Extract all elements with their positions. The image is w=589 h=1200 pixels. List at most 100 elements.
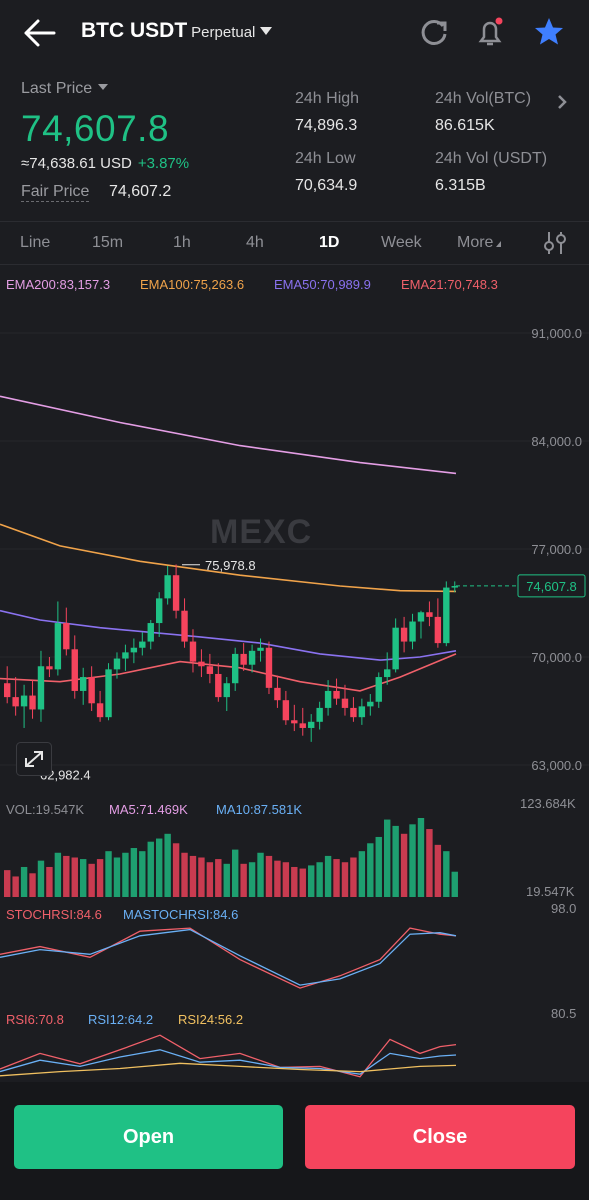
- price-chart[interactable]: 91,000.0 84,000.0 77,000.0 70,000.0 63,000.0…: [0, 265, 589, 1082]
- candle-body: [122, 652, 129, 659]
- price-markers: 75,978.8 62,982.4 74,607.8: [40, 558, 586, 782]
- tab-more[interactable]: More: [457, 234, 502, 252]
- rsi12-line: [0, 1049, 457, 1075]
- star-icon[interactable]: [532, 15, 566, 49]
- tab-1h[interactable]: 1h: [173, 234, 191, 251]
- volume-bar: [105, 851, 112, 897]
- rsi24-legend: RSI24:56.2: [178, 1012, 244, 1027]
- bell-icon[interactable]: [473, 15, 507, 49]
- volume-legend: VOL:19.547K: [6, 802, 85, 817]
- open-button[interactable]: Open: [14, 1105, 283, 1169]
- volume-bar: [63, 855, 70, 897]
- watermark-logo: MEXC: [210, 513, 313, 551]
- candle-body: [172, 575, 180, 611]
- candle-body: [12, 697, 19, 707]
- candle-body: [409, 621, 416, 642]
- candle-body: [417, 612, 425, 622]
- close-button[interactable]: Close: [305, 1105, 575, 1169]
- tab-week[interactable]: Week: [381, 234, 422, 251]
- candle-body: [308, 721, 315, 728]
- candle-body: [20, 695, 28, 707]
- volume-bar: [29, 873, 36, 897]
- tab-1d[interactable]: 1D: [319, 234, 340, 251]
- volume-bar: [198, 857, 205, 897]
- volume-bar: [130, 848, 138, 897]
- high-value: 74,896.3: [295, 117, 358, 134]
- ema100-legend: EMA100:75,263.6: [140, 277, 245, 292]
- candle-body: [147, 623, 154, 642]
- ema21-legend: EMA21:70,748.3: [401, 277, 498, 292]
- candle-body: [71, 649, 78, 691]
- tab-line[interactable]: Line: [20, 234, 51, 251]
- volume-bar: [206, 862, 214, 897]
- y-tick-label: 84,000.0: [531, 434, 582, 449]
- fair-price-label[interactable]: Fair Price: [21, 183, 90, 202]
- chevron-right-icon[interactable]: [553, 93, 571, 111]
- volume-bar: [426, 829, 433, 897]
- ema100-line: [0, 523, 457, 593]
- vol-btc-label: 24h Vol(BTC): [435, 90, 532, 107]
- candle-body: [88, 677, 95, 704]
- candle-body: [265, 647, 273, 688]
- volume-bar: [392, 825, 399, 897]
- vol-usdt-label: 24h Vol (USDT): [435, 150, 548, 167]
- volume-min-label: 19.547K: [526, 884, 575, 899]
- volume-bar: [409, 824, 416, 897]
- volume-bar: [80, 859, 87, 897]
- vol-usdt-value: 6.315B: [435, 177, 486, 194]
- stochrsi-max-label: 98.0: [551, 901, 577, 916]
- candle-body: [350, 707, 357, 718]
- candle-body: [451, 586, 458, 588]
- mastochrsi-legend: MASTOCHRSI:84.6: [123, 907, 239, 922]
- y-tick-label: 70,000.0: [531, 650, 582, 665]
- volume-bar: [367, 843, 374, 897]
- volume-bar: [308, 865, 315, 897]
- candle-body: [198, 661, 205, 667]
- current-price-tag: [517, 574, 586, 598]
- volume-bar: [20, 866, 28, 897]
- rsi24-line: [0, 1062, 457, 1077]
- candle-body: [189, 641, 197, 662]
- tab-4h[interactable]: 4h: [246, 234, 264, 251]
- candle-body: [232, 653, 239, 684]
- candle-body: [400, 627, 408, 642]
- high-marker-label: 75,978.8: [205, 558, 256, 573]
- candle-body: [392, 627, 399, 670]
- volume-bar: [248, 862, 256, 897]
- candle-body: [113, 658, 121, 670]
- symbol-selector[interactable]: BTC USDT Perpetual: [81, 19, 273, 43]
- candle-body: [206, 666, 214, 674]
- volume-bar: [71, 857, 78, 897]
- volume-bar: [443, 851, 450, 897]
- ma10-legend: MA10:87.581K: [216, 802, 303, 817]
- last-price-selector[interactable]: Last Price: [21, 80, 109, 98]
- tab-15m[interactable]: 15m: [92, 234, 124, 251]
- candle-body: [105, 669, 112, 718]
- candle-body: [139, 641, 146, 648]
- volume-bar: [4, 870, 11, 897]
- volume-bar: [341, 862, 349, 897]
- contract-type: Perpetual: [191, 24, 256, 41]
- ema50-line: [0, 609, 457, 661]
- usd-price: ≈74,638.61 USD: [21, 155, 132, 172]
- expand-chart-icon[interactable]: [16, 742, 52, 776]
- volume-bar: [274, 860, 281, 897]
- more-caret-icon: [496, 241, 502, 247]
- back-arrow-icon[interactable]: [22, 16, 58, 50]
- candle-body: [37, 666, 45, 710]
- chevron-down-icon: [260, 27, 273, 35]
- volume-bar: [375, 836, 382, 897]
- volume-bar: [257, 852, 264, 897]
- candle-body: [299, 723, 306, 728]
- volume-bar: [358, 851, 366, 897]
- rsi6-line: [0, 1034, 457, 1078]
- y-tick-label: 77,000.0: [531, 542, 582, 557]
- candle-body: [291, 720, 298, 724]
- refresh-icon[interactable]: [417, 15, 451, 49]
- candle-body: [156, 598, 163, 624]
- indicator-settings-icon[interactable]: [542, 230, 568, 256]
- rsi-max-label: 80.5: [551, 1006, 577, 1021]
- volume-bar: [434, 844, 442, 897]
- stochrsi-lines: [0, 927, 457, 989]
- volume-bar: [37, 860, 45, 897]
